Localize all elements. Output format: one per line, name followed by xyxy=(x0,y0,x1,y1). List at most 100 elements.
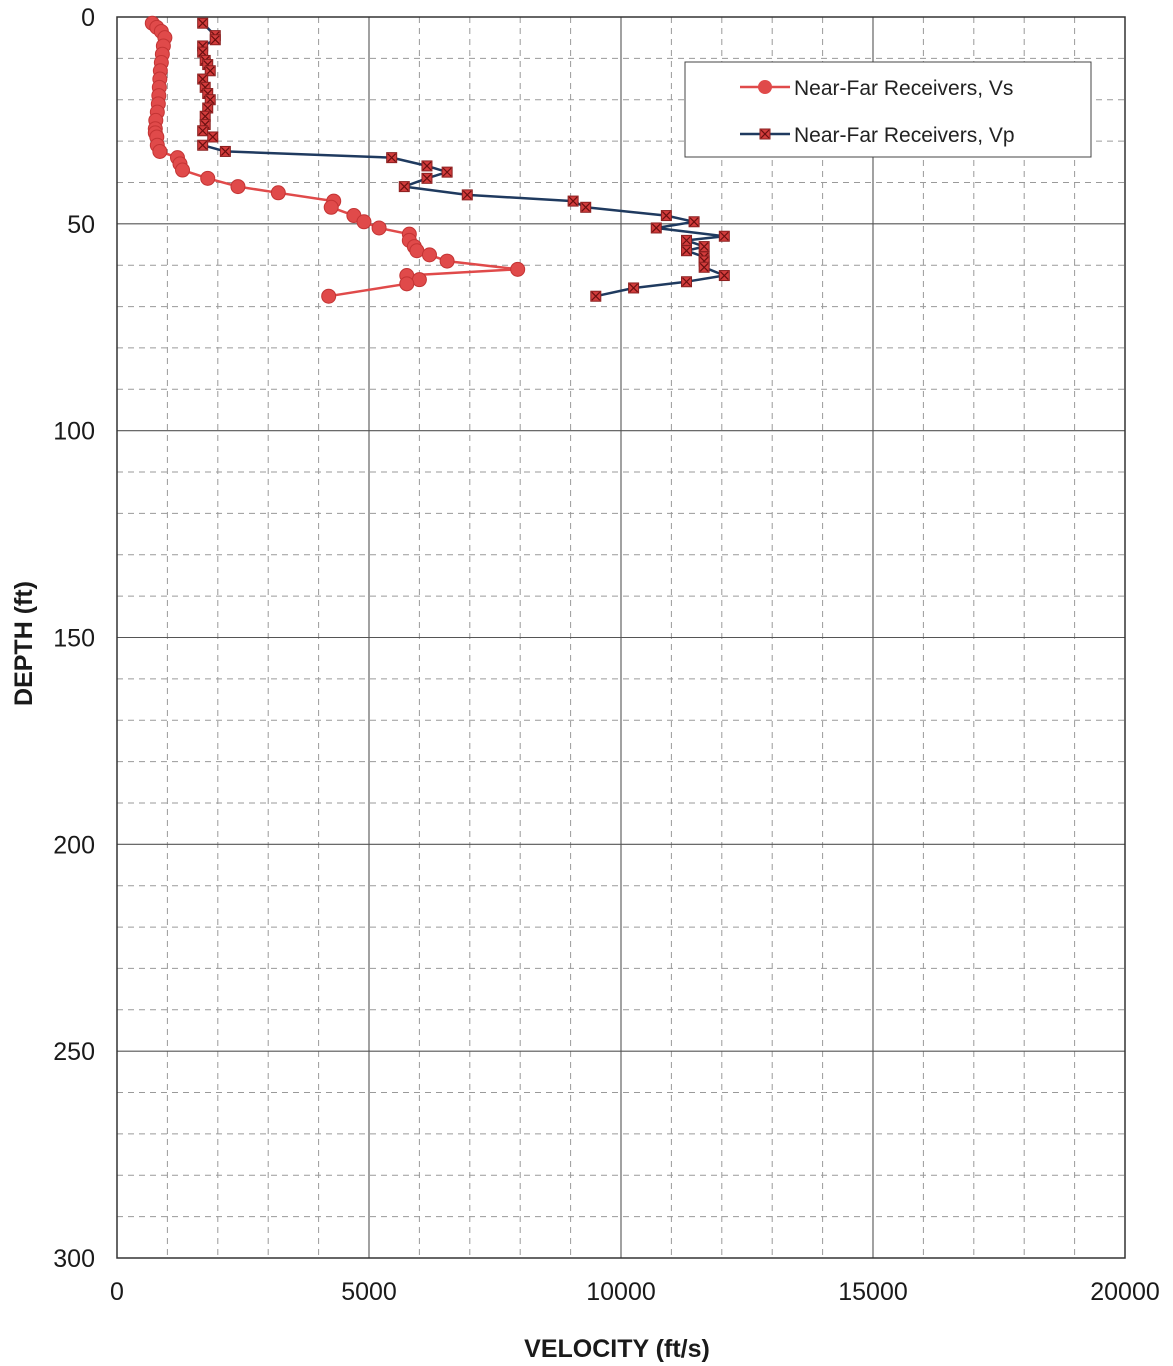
vp-data-point xyxy=(421,172,433,184)
marker-cross-b xyxy=(719,271,729,280)
legend-vs-label: Near-Far Receivers, Vs xyxy=(794,77,1013,100)
vs-data-point xyxy=(421,247,437,263)
vp-data-point xyxy=(660,210,672,222)
x-tick-label: 10000 xyxy=(586,1278,656,1306)
vs-data-point xyxy=(270,185,286,201)
vp-data-point xyxy=(197,125,209,137)
vp-data-point xyxy=(681,245,693,257)
vs-data-point xyxy=(200,170,216,186)
y-tick-label: 100 xyxy=(53,418,95,446)
marker-cross-b xyxy=(208,132,218,142)
marker-cross-b xyxy=(629,283,639,293)
marker-cross-b xyxy=(719,231,729,241)
x-tick-label: 5000 xyxy=(341,1278,397,1306)
vs-data-point xyxy=(175,162,191,178)
vp-data-point xyxy=(681,234,693,246)
vs-data-point xyxy=(510,261,526,277)
vp-data-point xyxy=(718,230,730,242)
marker-cross-b xyxy=(689,217,699,227)
vs-data-point xyxy=(321,288,337,304)
y-axis-tick-labels: 0 50 100 150 200 250 300 xyxy=(53,4,95,1273)
marker-cross-b xyxy=(198,18,208,28)
legend-vp-square xyxy=(759,128,771,140)
marker-cross-b xyxy=(462,190,472,200)
vp-data-point xyxy=(207,131,219,143)
y-tick-label: 250 xyxy=(53,1038,95,1066)
y-tick-label: 50 xyxy=(67,211,95,239)
marker-cross-b xyxy=(200,111,210,121)
marker-cross-b xyxy=(387,153,397,163)
marker-cross-b xyxy=(205,95,215,105)
marker-cross-b xyxy=(220,147,230,156)
vs-data-point xyxy=(323,199,339,215)
marker-cross-b xyxy=(651,223,661,233)
vp-data-point xyxy=(197,73,209,85)
y-axis-title: DEPTH (ft) xyxy=(10,581,38,706)
marker-cross-b xyxy=(422,161,432,171)
marker-cross-b xyxy=(591,291,601,301)
vp-data-point xyxy=(688,216,700,228)
x-tick-label: 0 xyxy=(110,1278,124,1306)
major-grid xyxy=(117,17,1125,1258)
marker-cross-b xyxy=(568,196,578,206)
marker-cross-b xyxy=(198,126,208,136)
legend-vp-label: Near-Far Receivers, Vp xyxy=(794,124,1015,147)
y-tick-label: 300 xyxy=(53,1245,95,1273)
vp-data-point xyxy=(197,139,209,151)
vp-data-point xyxy=(580,201,592,213)
marker-cross-b xyxy=(682,235,691,245)
x-tick-label: 15000 xyxy=(838,1278,908,1306)
y-tick-label: 150 xyxy=(53,625,95,653)
legend: Near-Far Receivers, Vs Near-Far Receiver… xyxy=(684,61,1092,158)
vp-data-point xyxy=(567,195,579,207)
vp-data-point xyxy=(698,261,710,273)
vp-data-point xyxy=(219,145,231,157)
vp-data-point xyxy=(204,65,216,77)
vs-data-point xyxy=(399,276,415,292)
vp-data-point xyxy=(698,241,710,253)
marker-cross-b xyxy=(198,140,208,150)
marker-cross-b xyxy=(682,277,691,287)
legend-vs-marker xyxy=(758,80,772,94)
marker-cross-b xyxy=(210,35,220,45)
legend-vp-marker xyxy=(759,128,771,140)
vp-data-point xyxy=(681,276,693,288)
marker-cross-b xyxy=(699,242,709,252)
marker-cross-b xyxy=(581,202,591,212)
vp-data-point xyxy=(718,270,730,282)
vp-data-point xyxy=(650,222,662,234)
vs-data-point xyxy=(409,243,425,259)
vp-data-point xyxy=(197,17,209,29)
vs-data-point xyxy=(230,179,246,195)
marker-cross-b xyxy=(399,182,409,192)
vs-data-point xyxy=(411,272,427,288)
vs-data-point xyxy=(152,143,168,159)
marker-cross-b xyxy=(442,167,452,177)
marker-cross-b xyxy=(699,262,709,272)
marker-cross-b xyxy=(422,173,432,183)
x-tick-label: 20000 xyxy=(1090,1278,1160,1306)
vs-data-point xyxy=(371,220,387,236)
marker-cross-b xyxy=(682,246,691,256)
vp-data-point xyxy=(628,282,640,294)
vp-data-point xyxy=(441,166,453,178)
marker-cross-b xyxy=(198,47,208,57)
x-axis-title: VELOCITY (ft/s) xyxy=(524,1335,710,1363)
y-tick-label: 0 xyxy=(81,4,95,32)
vs-data-point xyxy=(439,253,455,269)
legend-box xyxy=(684,61,1092,158)
vp-data-point xyxy=(386,152,398,164)
vp-data-point xyxy=(398,181,410,193)
marker-cross-b xyxy=(760,129,770,139)
marker-cross-b xyxy=(203,103,213,113)
vs-data-point xyxy=(356,214,372,230)
y-tick-label: 200 xyxy=(53,831,95,859)
vp-data-point xyxy=(590,290,602,302)
marker-cross-b xyxy=(205,66,215,76)
series-layer xyxy=(144,15,730,304)
marker-cross-b xyxy=(661,211,671,220)
x-axis-tick-labels: 0 5000 10000 15000 20000 xyxy=(110,1278,1160,1306)
plot-area-frame xyxy=(116,16,1126,1259)
